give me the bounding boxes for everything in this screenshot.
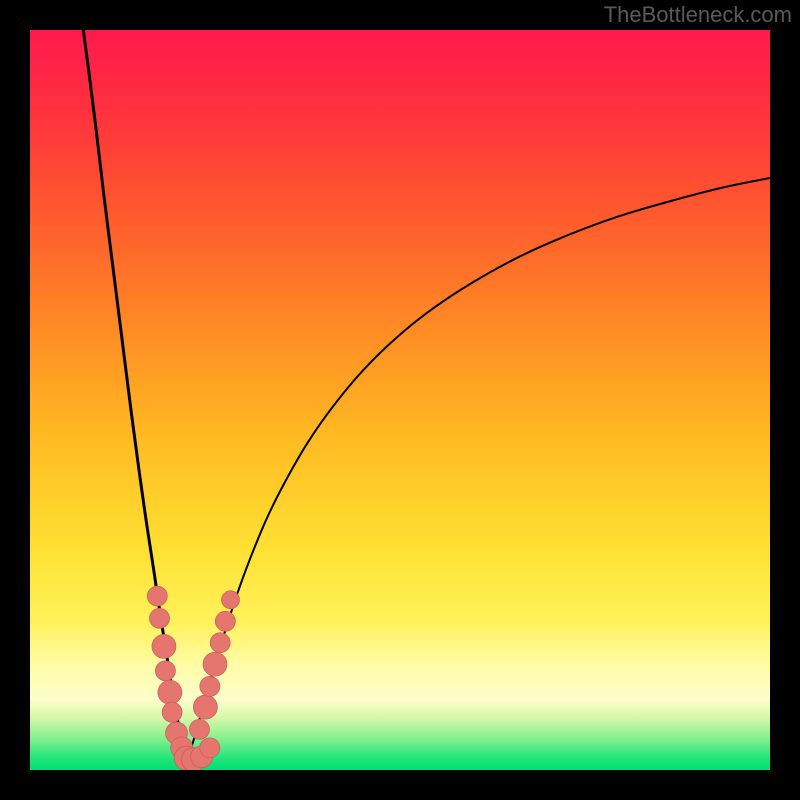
data-point-marker [162,702,182,722]
data-point-marker [203,652,227,676]
heatmap-gradient-background [30,30,770,770]
data-point-marker [193,695,217,719]
data-point-marker [158,680,182,704]
data-point-marker [150,608,170,628]
data-point-marker [210,633,230,653]
data-point-marker [200,676,220,696]
data-point-marker [155,661,175,681]
data-point-marker [189,719,209,739]
data-point-marker [222,591,240,609]
data-point-marker [200,738,220,758]
data-point-marker [147,586,167,606]
data-point-marker [215,611,235,631]
data-point-marker [152,634,176,658]
bottleneck-chart [0,0,800,800]
